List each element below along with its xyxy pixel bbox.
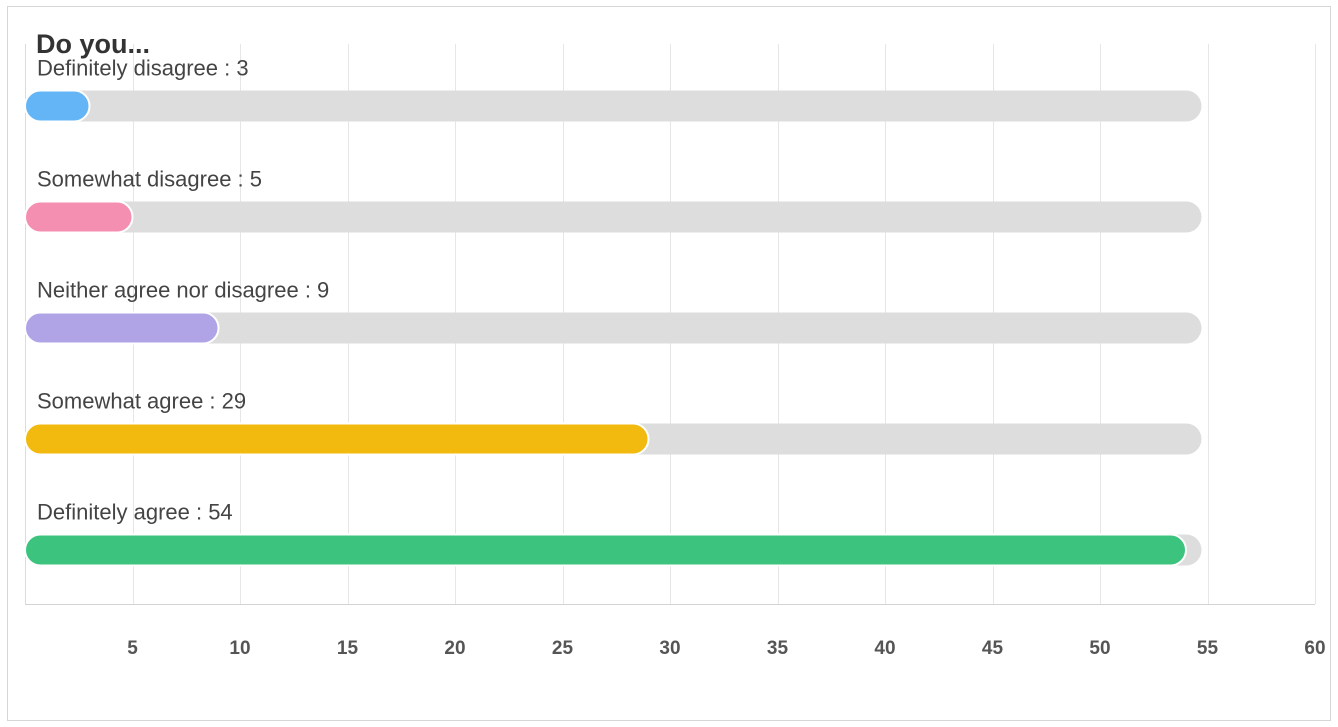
bar-track — [25, 201, 1202, 233]
x-tick-label-30: 30 — [659, 638, 680, 659]
x-tick-label-20: 20 — [444, 638, 465, 659]
x-tick-label-60: 60 — [1304, 638, 1325, 659]
bar-label: Somewhat agree : 29 — [37, 389, 246, 414]
x-tick-label-50: 50 — [1089, 638, 1110, 659]
bar-label: Somewhat disagree : 5 — [37, 167, 262, 192]
bar-group-1: Definitely disagree : 3 — [24, 56, 1202, 123]
bar-label: Definitely agree : 54 — [37, 500, 233, 525]
x-axis: 5 10 15 20 25 30 35 40 45 50 55 60 — [25, 44, 1326, 659]
bar — [24, 311, 220, 345]
x-tick-label-25: 25 — [552, 638, 574, 659]
bar-group-5: Definitely agree : 54 — [24, 500, 1202, 567]
bar-group-2: Somewhat disagree : 5 — [24, 167, 1202, 234]
bar — [24, 89, 91, 123]
bar-label: Neither agree nor disagree : 9 — [37, 278, 329, 303]
x-tick-label-35: 35 — [767, 638, 789, 659]
bar-track — [25, 90, 1202, 122]
x-tick-label-5: 5 — [127, 638, 138, 659]
bar — [24, 422, 650, 456]
x-tick-label-10: 10 — [229, 638, 250, 659]
x-tick-label-45: 45 — [982, 638, 1004, 659]
bar-label: Definitely disagree : 3 — [37, 56, 249, 81]
chart-frame — [7, 6, 1331, 721]
bar — [24, 533, 1187, 567]
bars: Definitely disagree : 3 Somewhat disagree… — [24, 56, 1202, 567]
bar — [24, 200, 134, 234]
bar-track — [25, 312, 1202, 344]
x-tick-label-15: 15 — [337, 638, 359, 659]
x-tick-label-55: 55 — [1197, 638, 1219, 659]
bar-group-3: Neither agree nor disagree : 9 — [24, 278, 1202, 345]
chart-title: Do you... — [36, 29, 150, 59]
bar-group-4: Somewhat agree : 29 — [24, 389, 1202, 456]
x-tick-label-40: 40 — [874, 638, 895, 659]
